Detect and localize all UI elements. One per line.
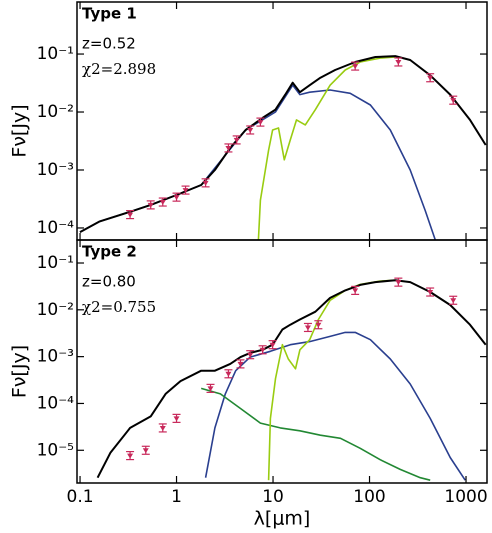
marker (159, 425, 166, 431)
marker (304, 325, 311, 331)
marker (395, 59, 402, 65)
data-point (126, 210, 135, 220)
plot-area (79, 55, 487, 240)
marker (173, 416, 180, 422)
marker (127, 453, 134, 459)
data-point (181, 185, 190, 195)
data-point (258, 345, 267, 355)
data-point (256, 117, 265, 127)
marker (202, 180, 209, 186)
sed-curve (267, 279, 396, 481)
annotation: Type 2 (82, 243, 137, 261)
y-axis-label: Fν[Jy] (9, 345, 31, 398)
annotation: z=0.52 (82, 35, 136, 53)
marker (159, 200, 166, 206)
sed-curve (204, 331, 466, 481)
y-tick-label: 10⁻¹ (37, 253, 74, 273)
marker (352, 288, 359, 294)
axes-frame (76, 1, 488, 241)
marker (142, 448, 149, 454)
data-point (426, 73, 435, 83)
sed-curve (200, 387, 431, 481)
data-point (426, 287, 435, 297)
data-point (314, 320, 323, 330)
marker (225, 371, 232, 377)
y-tick-label: 10⁻⁴ (37, 218, 75, 238)
annotation: z=0.80 (82, 273, 136, 291)
data-point (236, 359, 245, 369)
data-point (158, 423, 167, 433)
data-point (232, 135, 241, 145)
data-point (449, 95, 458, 105)
data-point (224, 143, 233, 153)
y-tick-label: 10⁻⁵ (37, 440, 74, 460)
marker (450, 298, 457, 304)
data-point (146, 200, 155, 210)
x-tick-label: 10 (262, 487, 284, 507)
marker (173, 195, 180, 201)
data-point (201, 178, 210, 188)
y-tick-label: 10⁻² (37, 102, 74, 122)
data-point (394, 277, 403, 287)
x-tick-label: 0.1 (67, 487, 94, 507)
data-point (351, 285, 360, 295)
sed-curve (79, 55, 487, 233)
data-point (351, 61, 360, 71)
data-point (303, 322, 312, 333)
plot-area (96, 277, 487, 481)
marker (259, 347, 266, 353)
sed-curve (96, 279, 487, 479)
y-tick-label: 10⁻² (37, 300, 74, 320)
y-tick-label: 10⁻⁴ (37, 393, 75, 413)
data-point (126, 450, 135, 461)
marker (207, 386, 214, 392)
sed-curve (257, 56, 396, 240)
x-tick-label: 1 (171, 487, 182, 507)
annotation: χ2=2.898 (82, 60, 156, 78)
marker (257, 120, 264, 126)
marker (450, 98, 457, 104)
data-point (268, 340, 277, 350)
marker (247, 127, 254, 133)
marker (352, 64, 359, 70)
data-point (172, 192, 181, 202)
marker (182, 188, 189, 194)
x-tick-label: 1000 (444, 487, 487, 507)
data-point (449, 295, 458, 305)
annotation: χ2=0.755 (82, 298, 156, 316)
data-point (206, 383, 215, 393)
data-point (246, 350, 255, 360)
axes-frame (76, 239, 488, 484)
marker (147, 202, 154, 208)
data-point (246, 125, 255, 135)
y-tick-label: 10⁻¹ (37, 44, 74, 64)
sed-curve (79, 84, 437, 240)
x-axis-label: λ[μm] (254, 508, 311, 530)
data-point (394, 57, 403, 67)
data-point (172, 413, 181, 423)
marker (225, 145, 232, 151)
y-axis-label: Fν[Jy] (9, 104, 31, 157)
marker (315, 322, 322, 328)
data-point (141, 445, 150, 455)
marker (427, 75, 434, 81)
marker (247, 352, 254, 358)
marker (427, 290, 434, 296)
annotation: Type 1 (82, 5, 137, 23)
y-tick-label: 10⁻³ (37, 160, 74, 180)
marker (395, 280, 402, 286)
marker (233, 137, 240, 143)
data-point (158, 197, 167, 207)
x-tick-label: 100 (353, 487, 385, 507)
y-tick-label: 10⁻³ (37, 347, 74, 367)
data-point (224, 369, 233, 379)
marker (127, 212, 134, 218)
marker (269, 342, 276, 348)
marker (237, 361, 244, 367)
